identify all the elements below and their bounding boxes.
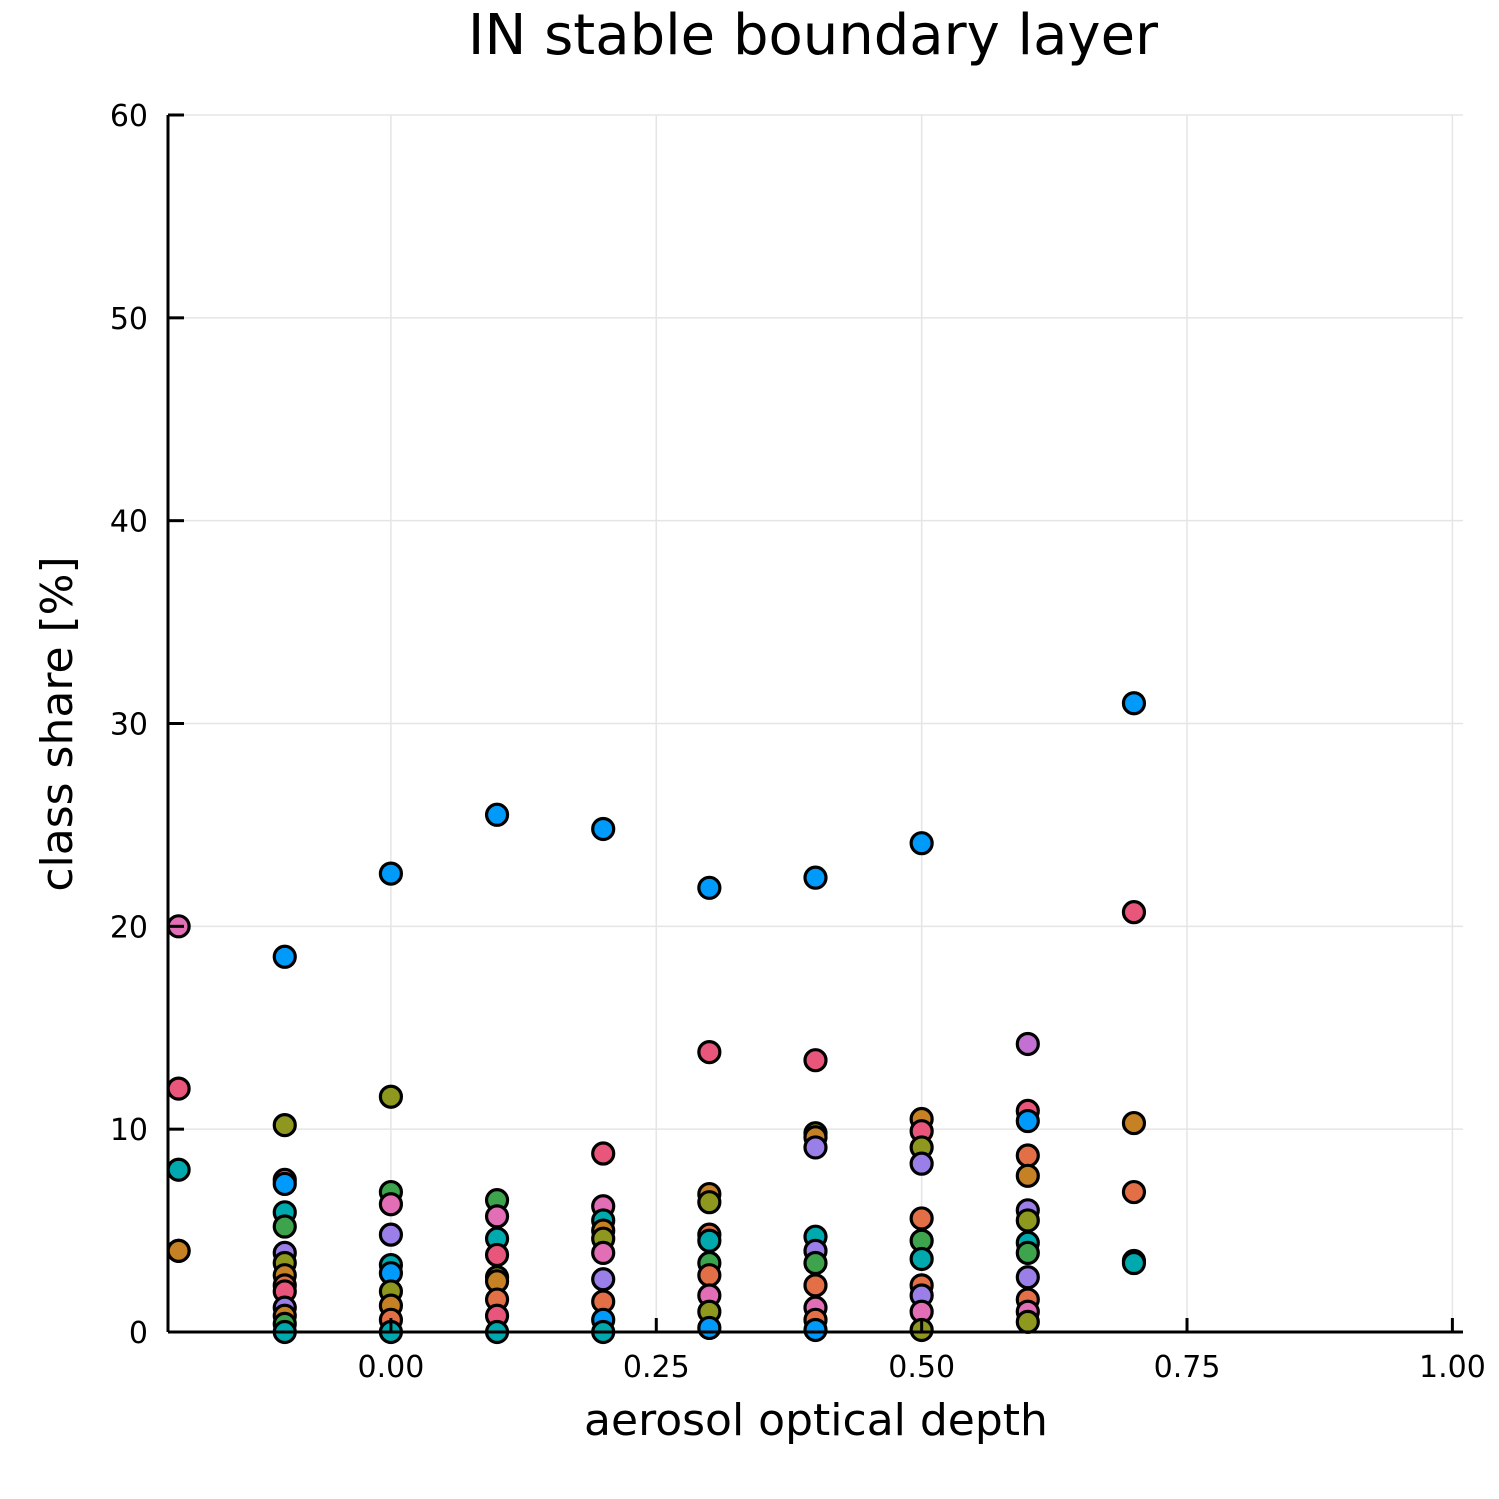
y-tick-label: 0	[129, 1316, 148, 1351]
data-point	[909, 1206, 934, 1231]
data-point	[484, 1242, 510, 1268]
data-point	[1121, 1250, 1147, 1276]
data-point	[591, 1267, 616, 1292]
y-tick-label: 10	[110, 1113, 148, 1148]
tick-labels: 0.00 0.25 0.50 0.75 1.00 0 10 20 30 40 50 60	[110, 99, 1486, 1385]
data-point	[1015, 1143, 1040, 1168]
y-tick-label: 50	[110, 302, 148, 337]
data-point	[166, 1076, 191, 1101]
x-tick-label: 0.75	[1154, 1350, 1221, 1385]
data-point	[697, 1039, 722, 1065]
data-point	[1015, 1208, 1040, 1233]
data-point	[1015, 1265, 1040, 1290]
x-axis-label: aerosol optical depth	[584, 1395, 1048, 1446]
x-tick-label: 0.00	[358, 1350, 425, 1385]
data-point	[378, 1192, 404, 1217]
data-point	[166, 1157, 191, 1182]
y-axis-label: class share [%]	[32, 556, 83, 891]
data-point	[484, 802, 510, 827]
x-tick-label: 1.00	[1419, 1350, 1486, 1385]
chart-title: IN stable boundary layer	[468, 3, 1159, 68]
data-point	[697, 1263, 722, 1288]
data-point	[591, 1141, 616, 1166]
data-point	[803, 865, 828, 890]
data-point	[803, 1273, 828, 1298]
data-point	[1121, 900, 1147, 925]
y-tick-label: 60	[110, 99, 148, 134]
data-point	[1015, 1163, 1040, 1188]
y-tick-label: 40	[110, 505, 148, 540]
data-point	[591, 1240, 616, 1265]
data-point	[166, 1238, 191, 1263]
data-point	[272, 1214, 297, 1239]
data-point	[1015, 1108, 1040, 1134]
data-point	[1015, 1309, 1040, 1334]
data-point	[909, 831, 934, 856]
data-point	[1015, 1240, 1040, 1265]
data-point	[1121, 691, 1147, 716]
data-point	[803, 1317, 828, 1343]
data-point	[697, 1190, 722, 1215]
data-point	[697, 1228, 722, 1253]
data-point	[272, 1171, 297, 1197]
data-point	[909, 1151, 934, 1176]
data-point	[1121, 1179, 1147, 1205]
data-point	[378, 1084, 404, 1109]
data-point	[484, 1204, 510, 1229]
y-tick-label: 30	[110, 708, 148, 743]
data-point	[272, 1113, 297, 1138]
data-point	[272, 944, 297, 969]
data-point	[378, 861, 404, 886]
data-point	[803, 1250, 828, 1276]
data-point	[697, 875, 722, 900]
y-tick-label: 20	[110, 910, 148, 945]
x-tick-label: 0.25	[623, 1350, 690, 1385]
axes	[166, 113, 1463, 1334]
data-point	[803, 1048, 828, 1073]
x-tick-label: 0.50	[888, 1350, 955, 1385]
data-point	[697, 1315, 722, 1341]
data-point	[803, 1135, 828, 1160]
data-point	[591, 816, 616, 842]
data-point	[378, 1222, 404, 1247]
data-point	[1121, 1110, 1147, 1136]
data-point	[909, 1246, 934, 1272]
data-point	[1015, 1031, 1040, 1057]
